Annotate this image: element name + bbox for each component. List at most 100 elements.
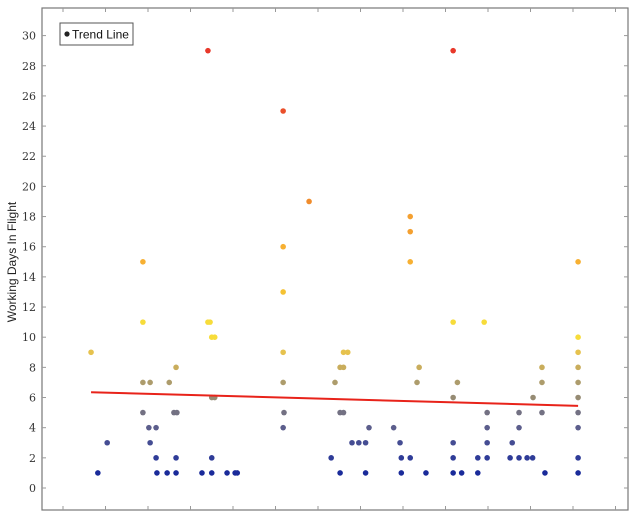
data-point bbox=[208, 455, 215, 461]
y-tick-label: 14 bbox=[22, 271, 36, 284]
data-point bbox=[337, 470, 343, 476]
data-point bbox=[575, 409, 581, 416]
data-point bbox=[280, 424, 286, 431]
data-point bbox=[575, 349, 581, 356]
legend-box bbox=[59, 22, 134, 46]
data-point bbox=[280, 349, 286, 356]
legend-marker-icon bbox=[64, 31, 70, 37]
data-point bbox=[166, 379, 173, 386]
data-point bbox=[164, 470, 170, 476]
data-point bbox=[450, 439, 456, 446]
data-point bbox=[173, 364, 179, 371]
data-point bbox=[484, 439, 490, 446]
y-tick-label: 8 bbox=[29, 361, 36, 374]
data-point bbox=[280, 379, 286, 386]
y-tick-label: 6 bbox=[29, 392, 36, 405]
y-axis-label: Working Days In Flight bbox=[5, 201, 19, 322]
data-point bbox=[147, 379, 153, 386]
data-point bbox=[340, 349, 347, 356]
y-tick-label: 28 bbox=[22, 60, 36, 73]
data-point bbox=[450, 470, 456, 476]
y-tick-label: 26 bbox=[22, 90, 36, 103]
data-point bbox=[398, 455, 405, 461]
data-point bbox=[539, 409, 545, 416]
data-point bbox=[423, 470, 429, 476]
data-point bbox=[450, 455, 456, 461]
data-point bbox=[575, 379, 581, 386]
data-point bbox=[104, 439, 110, 446]
data-point bbox=[199, 470, 205, 476]
data-point bbox=[207, 319, 213, 325]
data-point bbox=[575, 470, 581, 476]
data-point bbox=[332, 379, 338, 386]
data-point bbox=[575, 334, 581, 341]
data-point bbox=[328, 455, 334, 461]
y-tick-label: 20 bbox=[22, 180, 36, 193]
data-point bbox=[539, 379, 545, 386]
data-point bbox=[234, 470, 241, 476]
data-point bbox=[575, 259, 581, 265]
data-point bbox=[454, 379, 461, 386]
data-point bbox=[407, 455, 414, 461]
y-tick-label: 12 bbox=[22, 301, 36, 314]
y-tick-label: 18 bbox=[22, 211, 36, 224]
plot-frame bbox=[41, 7, 629, 511]
data-point bbox=[407, 259, 414, 265]
data-point bbox=[362, 470, 369, 476]
data-point bbox=[153, 424, 159, 431]
data-points bbox=[88, 47, 581, 476]
data-point bbox=[366, 424, 372, 431]
data-point bbox=[539, 364, 545, 371]
data-point bbox=[205, 47, 211, 54]
data-point bbox=[140, 409, 146, 416]
data-point bbox=[516, 424, 522, 431]
data-point bbox=[575, 424, 581, 431]
data-point bbox=[542, 470, 548, 476]
data-point bbox=[529, 455, 536, 461]
data-point bbox=[153, 455, 159, 461]
data-point bbox=[575, 364, 581, 371]
data-point bbox=[507, 455, 513, 461]
data-point bbox=[484, 424, 490, 431]
legend: Trend Line bbox=[59, 22, 134, 46]
data-point bbox=[344, 349, 351, 356]
data-point bbox=[349, 439, 355, 446]
data-point bbox=[280, 243, 286, 250]
legend-label: Trend Line bbox=[72, 28, 129, 42]
data-point bbox=[475, 470, 481, 476]
data-point bbox=[575, 455, 581, 461]
data-point bbox=[475, 455, 481, 461]
data-point bbox=[407, 228, 414, 235]
data-point bbox=[154, 470, 160, 476]
data-point bbox=[147, 439, 153, 446]
y-tick-label: 24 bbox=[22, 120, 36, 133]
data-point bbox=[407, 213, 414, 220]
data-point bbox=[398, 470, 405, 476]
data-point bbox=[340, 409, 347, 416]
data-point bbox=[484, 409, 490, 416]
data-point bbox=[575, 394, 581, 401]
data-point bbox=[481, 319, 487, 325]
data-point bbox=[281, 409, 287, 416]
data-point bbox=[362, 439, 369, 446]
data-point bbox=[484, 455, 490, 461]
y-tick-label: 16 bbox=[22, 241, 36, 254]
data-point bbox=[450, 47, 456, 54]
y-tick-label: 0 bbox=[29, 482, 36, 495]
data-point bbox=[340, 364, 347, 371]
y-tick-label: 22 bbox=[22, 150, 36, 163]
data-point bbox=[211, 334, 218, 341]
data-point bbox=[516, 455, 522, 461]
data-point bbox=[140, 259, 146, 265]
data-point bbox=[174, 409, 180, 416]
trend-line bbox=[91, 391, 579, 407]
data-point bbox=[173, 470, 179, 476]
data-point bbox=[397, 439, 403, 446]
data-point bbox=[414, 379, 420, 386]
data-point bbox=[280, 108, 286, 114]
data-point bbox=[530, 394, 536, 401]
data-point bbox=[173, 455, 179, 461]
data-point bbox=[140, 319, 146, 325]
